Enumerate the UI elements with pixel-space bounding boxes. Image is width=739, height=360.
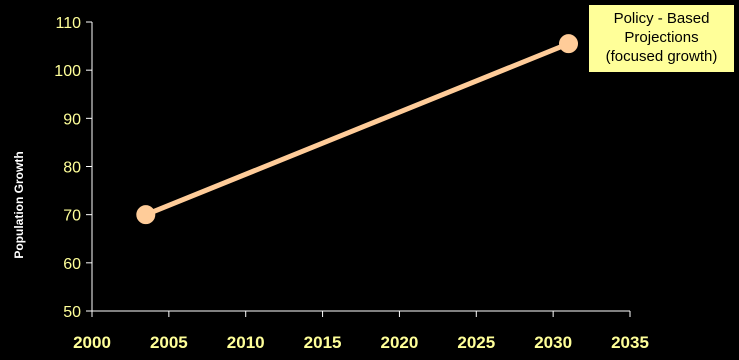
y-tick-label: 60 bbox=[63, 256, 81, 273]
x-tick-label: 2005 bbox=[150, 333, 188, 352]
x-tick-label: 2015 bbox=[304, 333, 342, 352]
x-tick-label: 2035 bbox=[611, 333, 649, 352]
axes bbox=[91, 22, 630, 312]
y-tick-label: 100 bbox=[54, 63, 81, 80]
y-tick-label: 70 bbox=[63, 208, 81, 225]
y-axis-ticks: 50 60 70 80 90 100 110 bbox=[54, 15, 92, 321]
x-tick-label: 2020 bbox=[381, 333, 419, 352]
x-tick-label: 2010 bbox=[227, 333, 265, 352]
annotation-line-2: Projections bbox=[624, 29, 699, 46]
x-tick-label: 2025 bbox=[457, 333, 495, 352]
y-tick-label: 80 bbox=[63, 160, 81, 177]
y-tick-label: 50 bbox=[63, 304, 81, 321]
x-tick-label: 2000 bbox=[73, 333, 111, 352]
x-tick-label: 2030 bbox=[534, 333, 572, 352]
data-point bbox=[136, 205, 156, 225]
projection-annotation: Policy - Based Projections (focused grow… bbox=[589, 5, 734, 72]
y-tick-label: 110 bbox=[55, 15, 81, 32]
series-group bbox=[136, 34, 579, 225]
y-tick-label: 90 bbox=[63, 111, 81, 128]
series-line bbox=[143, 41, 572, 218]
data-point bbox=[559, 34, 579, 54]
annotation-line-3: (focused growth) bbox=[605, 48, 718, 65]
x-axis-ticks: 2000 2005 2010 2015 2020 2025 2030 2035 bbox=[73, 311, 649, 352]
y-axis-label: Population Growth bbox=[12, 151, 26, 258]
annotation-line-1: Policy - Based bbox=[613, 10, 710, 27]
